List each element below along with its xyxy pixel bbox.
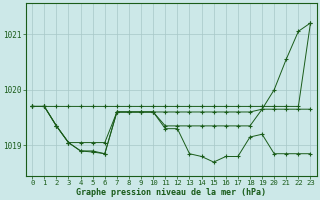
X-axis label: Graphe pression niveau de la mer (hPa): Graphe pression niveau de la mer (hPa)	[76, 188, 266, 197]
